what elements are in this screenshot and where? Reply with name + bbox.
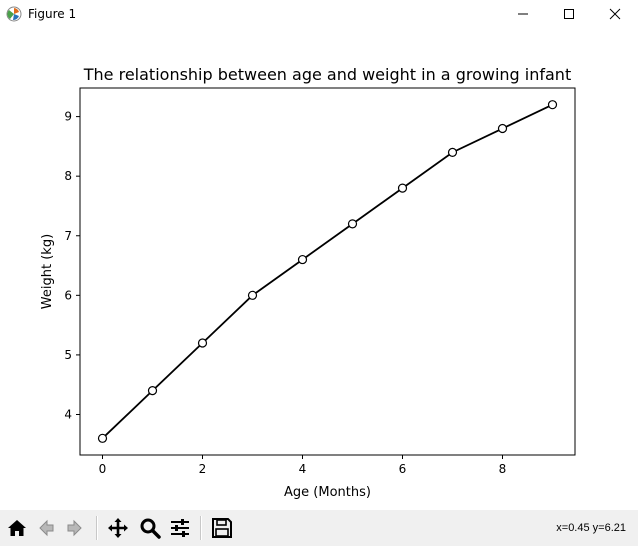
data-point xyxy=(247,290,258,300)
data-point xyxy=(297,254,308,265)
data-point xyxy=(497,123,508,134)
close-icon xyxy=(609,8,621,20)
data-point xyxy=(147,386,158,396)
pan-button[interactable] xyxy=(104,514,132,542)
maximize-button[interactable] xyxy=(546,0,592,28)
toolbar-separator xyxy=(96,516,98,540)
move-icon xyxy=(108,518,128,538)
data-point xyxy=(547,100,558,110)
home-button[interactable] xyxy=(3,514,31,542)
magnifier-icon xyxy=(140,518,161,539)
chart-title: The relationship between age and weight … xyxy=(83,65,571,84)
figure-canvas[interactable]: The relationship between age and weight … xyxy=(0,28,638,510)
home-icon xyxy=(8,520,26,536)
cursor-coordinates: x=0.45 y=6.21 xyxy=(556,522,626,534)
y-tick-label: 6 xyxy=(64,288,72,302)
y-tick-label: 9 xyxy=(64,110,72,124)
x-axis-label: Age (Months) xyxy=(284,485,371,500)
forward-button[interactable] xyxy=(61,514,89,542)
x-tick-label: 8 xyxy=(499,462,507,476)
x-tick-label: 0 xyxy=(99,462,107,476)
minimize-button[interactable] xyxy=(500,0,546,28)
y-tick-label: 8 xyxy=(64,169,72,183)
line-chart: The relationship between age and weight … xyxy=(40,65,576,500)
sliders-icon xyxy=(171,519,189,537)
y-tick-label: 5 xyxy=(64,348,72,362)
configure-subplots-button[interactable] xyxy=(166,514,194,542)
plot-area-frame xyxy=(79,87,576,456)
zoom-button[interactable] xyxy=(136,514,164,542)
minimize-icon xyxy=(518,13,528,15)
data-point xyxy=(397,183,408,193)
window-titlebar: Figure 1 xyxy=(0,0,638,28)
matplotlib-icon xyxy=(6,6,22,22)
y-tick-label: 4 xyxy=(64,407,72,421)
data-point xyxy=(97,433,108,443)
data-point xyxy=(347,219,358,229)
y-axis-label: Weight (kg) xyxy=(40,234,55,309)
series-line xyxy=(101,103,553,439)
toolbar-separator xyxy=(200,516,202,540)
x-tick-label: 2 xyxy=(199,462,207,476)
data-point xyxy=(197,338,208,348)
navigation-toolbar: x=0.45 y=6.21 xyxy=(0,510,638,546)
maximize-icon xyxy=(564,9,574,19)
back-arrow-icon xyxy=(39,519,54,537)
x-tick-label: 4 xyxy=(299,462,307,476)
forward-arrow-icon xyxy=(67,519,82,537)
window-title: Figure 1 xyxy=(28,7,77,21)
close-button[interactable] xyxy=(592,0,638,28)
save-button[interactable] xyxy=(208,514,236,542)
floppy-disk-icon xyxy=(212,518,232,538)
data-point xyxy=(447,147,458,157)
y-tick-label: 7 xyxy=(64,229,72,243)
back-button[interactable] xyxy=(32,514,60,542)
x-tick-label: 6 xyxy=(399,462,407,476)
